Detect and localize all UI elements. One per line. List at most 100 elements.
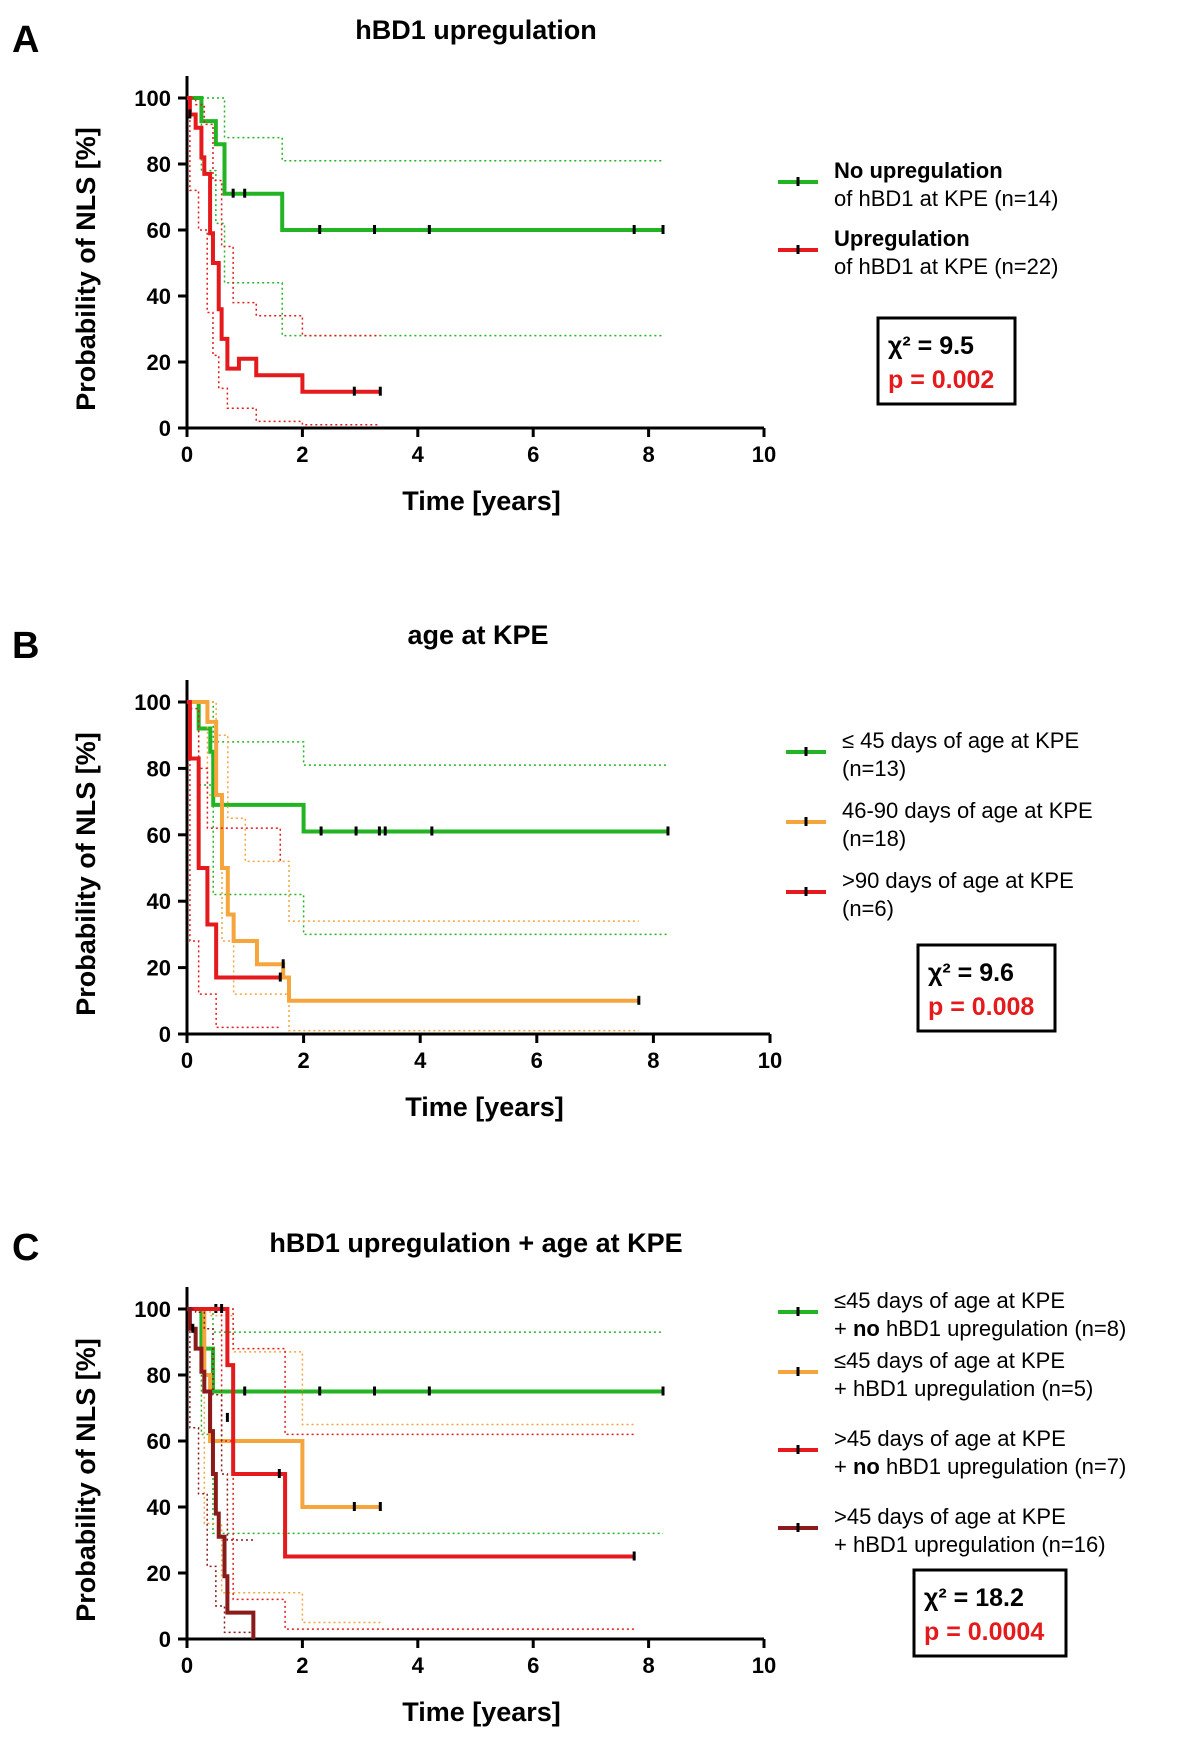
survival-curve — [187, 700, 281, 980]
legend-label-line2: + hBD1 upregulation (n=5) — [834, 1376, 1093, 1401]
legend-label-line2: (n=18) — [842, 826, 906, 851]
y-tick-label: 60 — [147, 823, 171, 848]
y-tick-label: 100 — [134, 86, 171, 111]
legend-item: >45 days of age at KPE + no hBD1 upregula… — [778, 1426, 1126, 1479]
stats-box — [876, 316, 1017, 406]
ci-upper-line — [187, 1308, 635, 1436]
x-tick-label: 4 — [414, 1048, 427, 1073]
chi-square-value: χ² = 18.2 — [924, 1584, 1024, 1612]
legend-label-line1: >45 days of age at KPE — [834, 1426, 1066, 1451]
ci-upper-line — [187, 97, 381, 337]
legend-item: Upregulation of hBD1 at KPE (n=22) — [778, 226, 1058, 279]
x-tick-label: 0 — [181, 1653, 193, 1678]
y-tick-label: 80 — [147, 756, 171, 781]
legend-text-span: hBD1 upregulation (n=8) — [880, 1316, 1126, 1341]
y-tick-label: 20 — [147, 1561, 171, 1586]
ci-lower-line — [187, 1308, 255, 1639]
legend-item: No upregulation of hBD1 at KPE (n=14) — [778, 158, 1058, 211]
series-1 — [187, 1304, 635, 1624]
legend-label-line1: No upregulation — [834, 158, 1003, 183]
series-1 — [187, 700, 641, 1032]
ci-lower-line — [187, 1308, 664, 1535]
legend-label-line1: ≤45 days of age at KPE — [834, 1288, 1065, 1313]
y-tick-label: 100 — [134, 690, 171, 715]
y-tick-label: 20 — [147, 350, 171, 375]
legend-bold-word: no — [853, 1454, 880, 1479]
legend-label-line1: Upregulation — [834, 226, 970, 251]
series-0 — [187, 700, 670, 936]
y-tick-label: 40 — [147, 889, 171, 914]
p-value: p = 0.0004 — [924, 1618, 1044, 1646]
panel-title: hBD1 upregulation — [355, 15, 597, 45]
ci-upper-line — [187, 1308, 635, 1426]
x-tick-label: 6 — [531, 1048, 543, 1073]
series-2 — [187, 1304, 636, 1630]
legend-item: 46-90 days of age at KPE (n=18) — [786, 798, 1093, 851]
y-axis-label: Probability of NLS [%] — [71, 1338, 101, 1622]
legend-item: ≤45 days of age at KPE + no hBD1 upregula… — [778, 1288, 1126, 1341]
y-tick-label: 80 — [147, 1363, 171, 1388]
stats-box — [912, 1568, 1068, 1658]
ci-lower-line — [187, 97, 664, 337]
ci-upper-line — [187, 1308, 664, 1333]
legend-item: >90 days of age at KPE (n=6) — [786, 868, 1074, 921]
legend-bold-word: no — [853, 1316, 880, 1341]
p-value: p = 0.008 — [928, 993, 1034, 1021]
x-axis-label: Time [years] — [402, 486, 561, 516]
panel-letter: C — [12, 1227, 39, 1269]
stats-box — [916, 943, 1057, 1033]
x-tick-label: 2 — [296, 1653, 308, 1678]
x-tick-label: 2 — [296, 442, 308, 467]
ci-lower-line — [187, 97, 381, 426]
survival-curve — [187, 1307, 635, 1559]
legend-label-line1: ≤ 45 days of age at KPE — [842, 728, 1079, 753]
survival-curve — [187, 1307, 664, 1394]
legend-label-line2: + hBD1 upregulation (n=16) — [834, 1532, 1106, 1557]
legend-label-line1: 46-90 days of age at KPE — [842, 798, 1093, 823]
legend-item: ≤ 45 days of age at KPE (n=13) — [786, 728, 1079, 781]
panel-letter: B — [12, 625, 39, 667]
y-tick-label: 60 — [147, 218, 171, 243]
y-tick-label: 0 — [159, 416, 171, 441]
x-tick-label: 4 — [412, 442, 425, 467]
survival-curve — [187, 1307, 256, 1639]
survival-curve — [187, 700, 639, 1003]
y-tick-label: 60 — [147, 1429, 171, 1454]
y-axis-label: Probability of NLS [%] — [71, 732, 101, 1016]
legend-text-span: + — [834, 1454, 853, 1479]
x-tick-label: 0 — [181, 442, 193, 467]
legend-label-line2: of hBD1 at KPE (n=14) — [834, 186, 1058, 211]
series-0 — [187, 96, 665, 337]
legend-label-line2: of hBD1 at KPE (n=22) — [834, 254, 1058, 279]
legend-label-line2: (n=13) — [842, 756, 906, 781]
series-2 — [187, 700, 282, 1029]
x-tick-label: 10 — [752, 442, 776, 467]
panel-letter: A — [12, 19, 39, 61]
ci-lower-line — [187, 701, 639, 1032]
x-tick-label: 6 — [527, 1653, 539, 1678]
y-tick-label: 80 — [147, 152, 171, 177]
x-tick-label: 8 — [642, 1653, 654, 1678]
survival-curve — [187, 96, 381, 394]
y-tick-label: 100 — [134, 1297, 171, 1322]
survival-curve — [187, 96, 664, 232]
p-value: p = 0.002 — [888, 366, 994, 394]
legend-label-line1: >90 days of age at KPE — [842, 868, 1074, 893]
x-tick-label: 2 — [297, 1048, 309, 1073]
ci-lower-line — [187, 1308, 635, 1630]
y-axis-label: Probability of NLS [%] — [71, 127, 101, 411]
legend-item: >45 days of age at KPE + hBD1 upregulatio… — [778, 1504, 1106, 1557]
legend-text-span: + hBD1 upregulation (n=16) — [834, 1532, 1106, 1557]
series-1 — [187, 96, 382, 426]
series-3 — [187, 1307, 256, 1639]
ci-lower-line — [187, 701, 668, 936]
y-tick-label: 40 — [147, 284, 171, 309]
chi-square-value: χ² = 9.6 — [928, 959, 1014, 987]
legend-text-span: hBD1 upregulation (n=7) — [880, 1454, 1126, 1479]
x-tick-label: 6 — [527, 442, 539, 467]
legend-text-span: + hBD1 upregulation (n=5) — [834, 1376, 1093, 1401]
legend-label-line2: + no hBD1 upregulation (n=8) — [834, 1316, 1126, 1341]
ci-upper-line — [187, 97, 664, 162]
